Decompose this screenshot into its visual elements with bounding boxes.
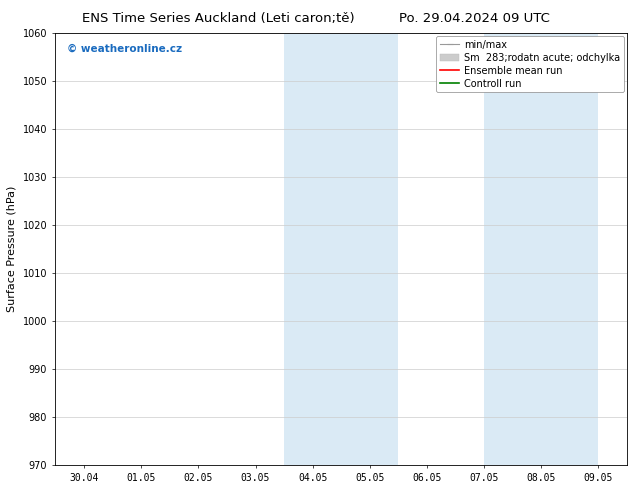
Bar <box>484 33 598 465</box>
Text: ENS Time Series Auckland (Leti caron;tě): ENS Time Series Auckland (Leti caron;tě) <box>82 12 355 25</box>
Legend: min/max, Sm  283;rodatn acute; odchylka, Ensemble mean run, Controll run: min/max, Sm 283;rodatn acute; odchylka, … <box>436 36 624 93</box>
Text: Po. 29.04.2024 09 UTC: Po. 29.04.2024 09 UTC <box>399 12 550 25</box>
Y-axis label: Surface Pressure (hPa): Surface Pressure (hPa) <box>7 186 17 312</box>
Bar <box>284 33 398 465</box>
Text: © weatheronline.cz: © weatheronline.cz <box>67 44 182 54</box>
